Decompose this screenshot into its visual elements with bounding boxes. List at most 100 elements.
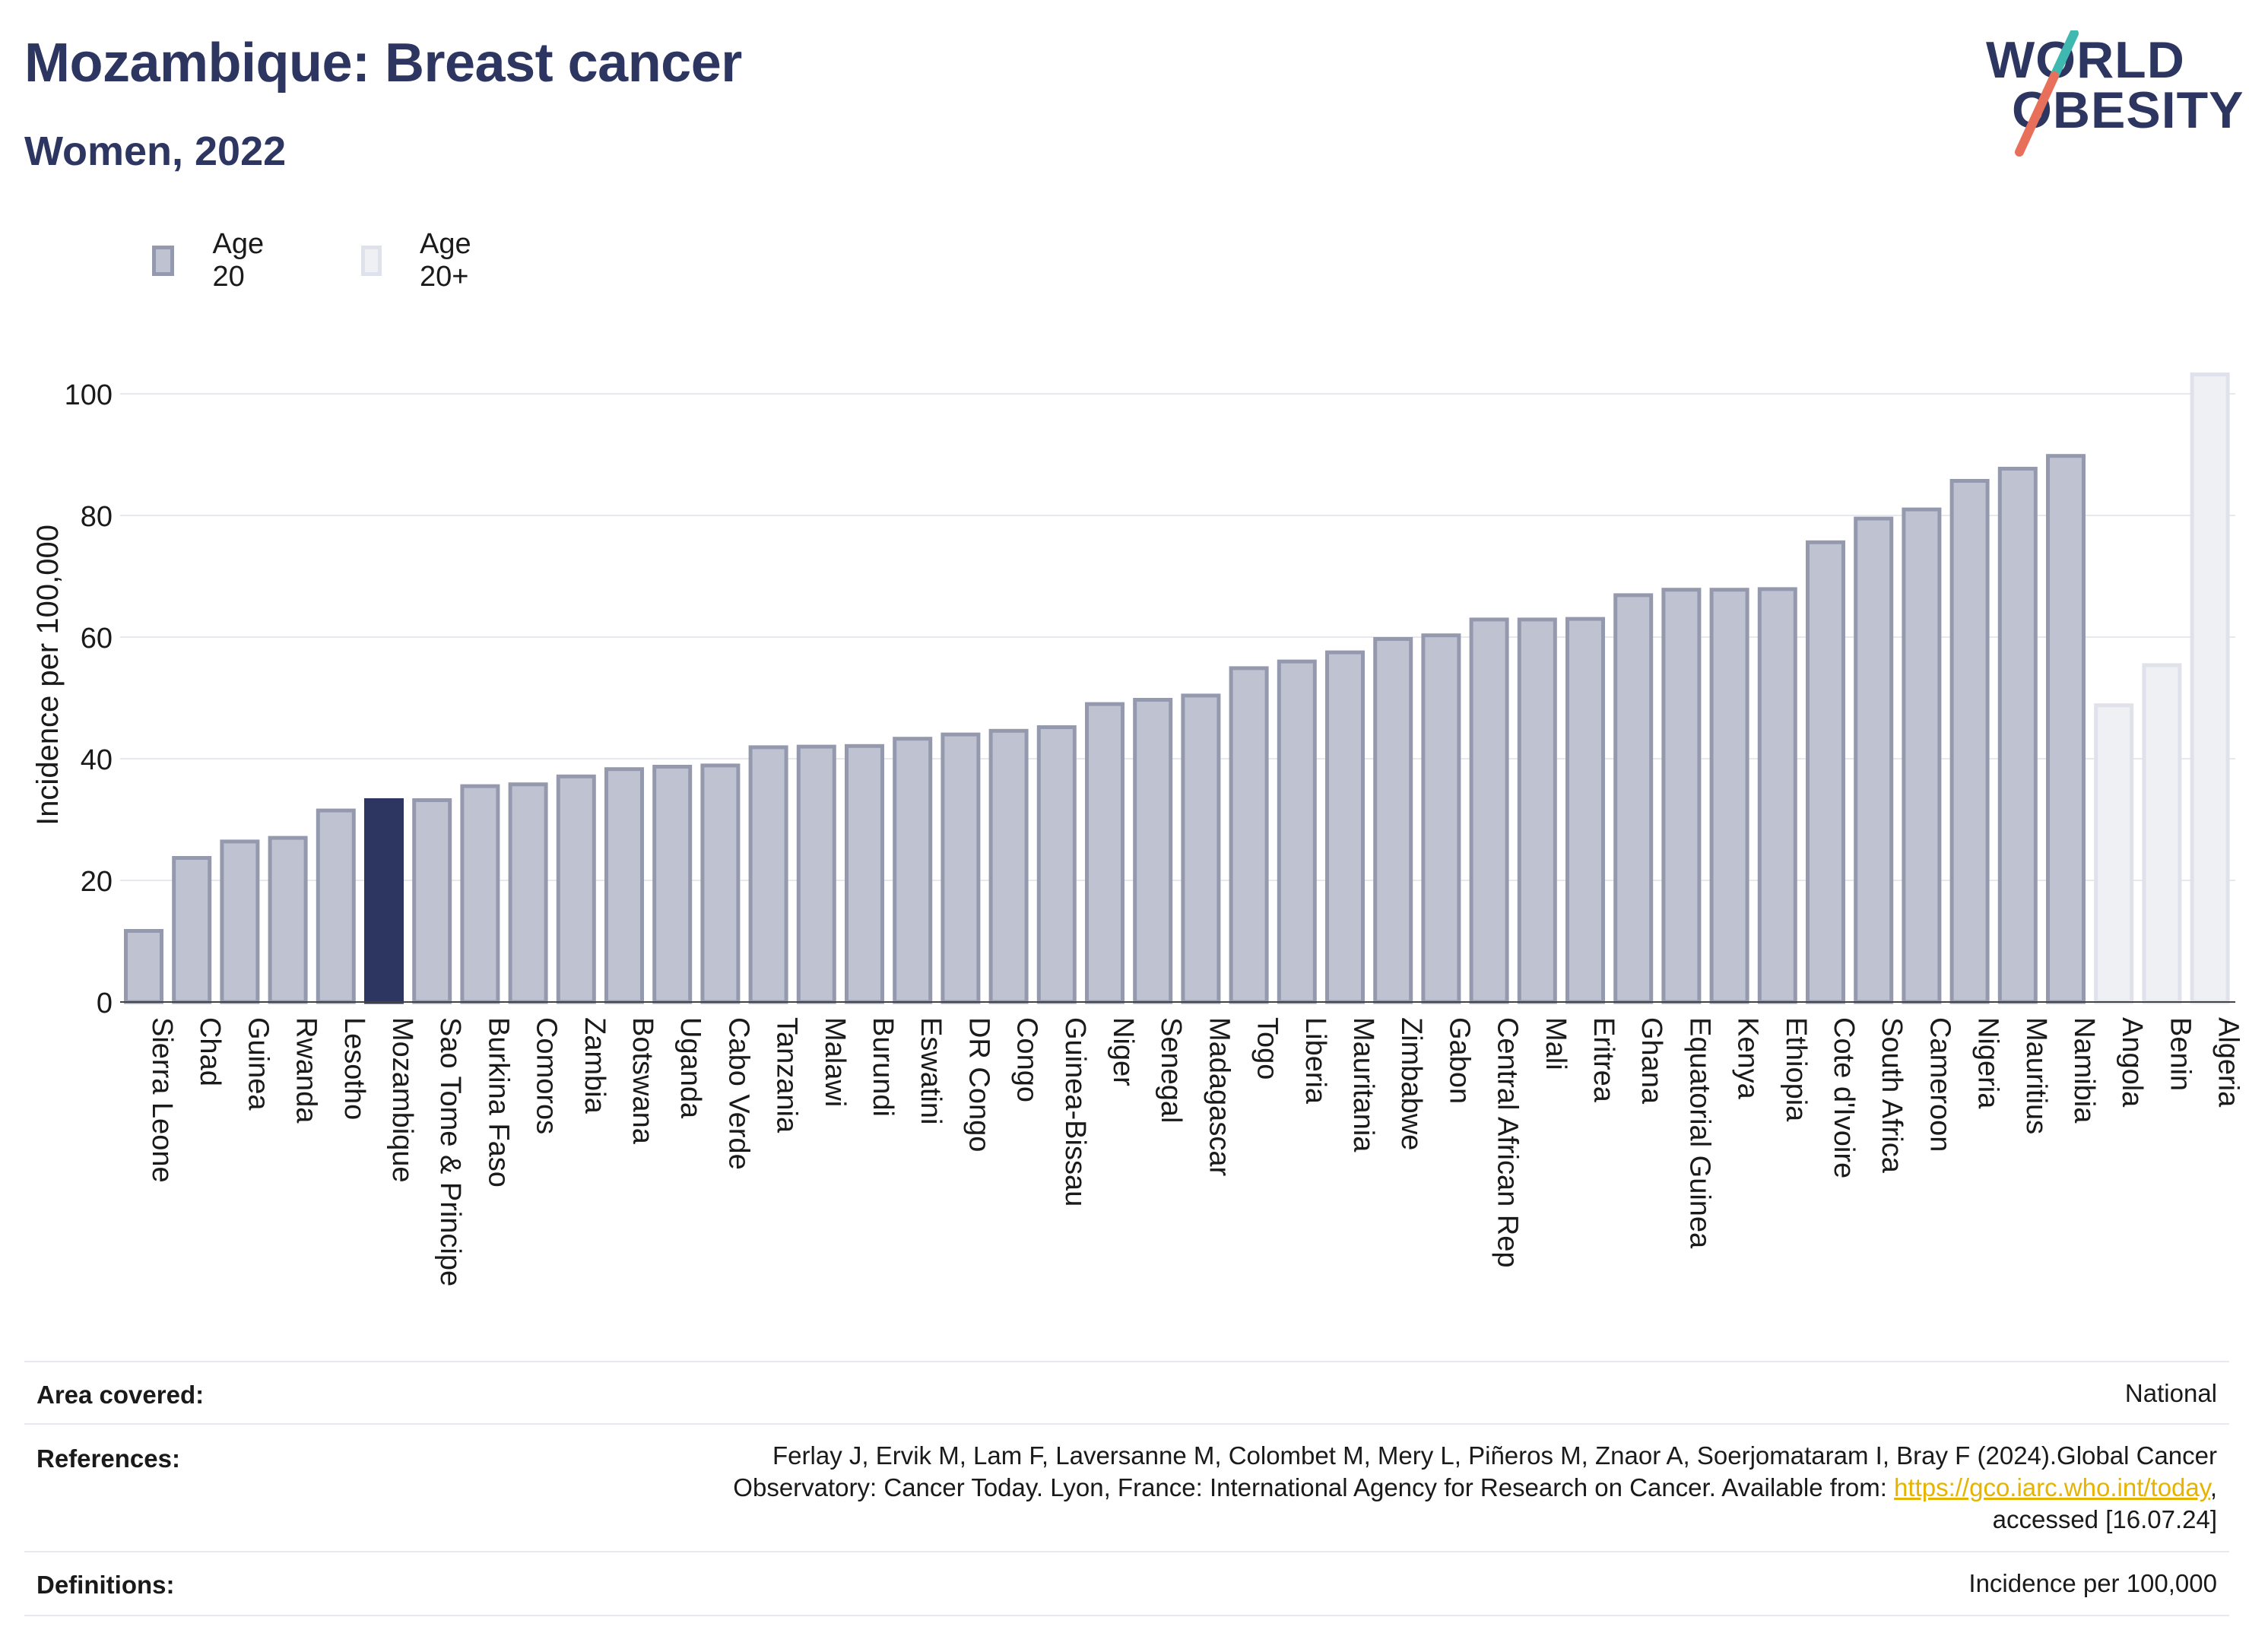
- bar-uganda: [652, 765, 693, 1004]
- bar-nigeria: [1949, 479, 1990, 1004]
- y-tick-label-40: 40: [81, 744, 113, 776]
- x-tick-label-togo: Togo: [1251, 1017, 1283, 1080]
- x-tick-label-madagascar: Madagascar: [1203, 1017, 1235, 1176]
- bar-senegal: [1133, 698, 1173, 1004]
- x-tick-label-gabon: Gabon: [1443, 1017, 1475, 1104]
- logo-slash-icon: [2015, 30, 2079, 157]
- bar-dr-congo: [941, 732, 981, 1004]
- info-key-references: References:: [36, 1444, 180, 1473]
- x-tick-label-tanzania: Tanzania: [771, 1017, 803, 1134]
- bar-cote-d-ivoire: [1806, 540, 1845, 1004]
- bar-cameroon: [1902, 507, 1942, 1004]
- reference-link[interactable]: https://gco.iarc.who.int/today: [1894, 1473, 2210, 1501]
- bar-tanzania: [748, 745, 788, 1004]
- x-tick-label-malawi: Malawi: [819, 1017, 851, 1107]
- bar-cabo-verde: [700, 763, 741, 1004]
- bar-namibia: [2046, 454, 2086, 1004]
- legend-label-age-20: Age 20: [212, 228, 265, 293]
- bar-botswana: [604, 767, 644, 1004]
- bar-comoros: [508, 782, 548, 1004]
- x-tick-label-benin: Benin: [2164, 1017, 2196, 1091]
- x-tick-label-mozambique: Mozambique: [386, 1017, 418, 1183]
- info-value-references: Ferlay J, Ervik M, Lam F, Laversanne M, …: [733, 1440, 2217, 1536]
- bar-mauritania: [1325, 650, 1365, 1004]
- info-value-area: National: [2124, 1379, 2217, 1407]
- chart-axes: 0 20 40 60 80 100 Sierra Leone Chad Guinea Rwanda…: [65, 379, 2244, 1286]
- x-tick-label-algeria: Algeria: [2213, 1017, 2244, 1108]
- info-row-definitions: Definitions: Incidence per 100,000: [24, 1551, 2229, 1616]
- bar-rwanda: [268, 836, 308, 1004]
- y-tick-label-80: 80: [81, 501, 113, 533]
- bar-niger: [1085, 702, 1124, 1004]
- x-tick-label-kenya: Kenya: [1732, 1017, 1764, 1100]
- bar-burkina-faso: [460, 784, 500, 1004]
- bar-south-africa: [1854, 516, 1894, 1004]
- x-tick-label-guinea: Guinea: [242, 1017, 274, 1111]
- x-tick-label-south-africa: South Africa: [1876, 1017, 1908, 1174]
- bar-sierra-leone: [124, 929, 163, 1004]
- bar-angola: [2094, 703, 2134, 1004]
- bar-congo: [988, 728, 1029, 1004]
- bar-mozambique: [364, 798, 404, 1004]
- x-tick-label-ethiopia: Ethiopia: [1780, 1017, 1812, 1122]
- bar-eswatini: [893, 737, 933, 1004]
- x-tick-label-senegal: Senegal: [1155, 1017, 1187, 1123]
- y-axis-label: Incidence per 100,000: [31, 525, 65, 826]
- x-tick-label-cote-d-ivoire: Cote d'Ivoire: [1828, 1017, 1860, 1178]
- bar-gabon: [1421, 633, 1461, 1004]
- x-tick-label-burundi: Burundi: [867, 1017, 899, 1117]
- x-tick-label-namibia: Namibia: [2068, 1017, 2100, 1124]
- bar-malawi: [796, 744, 836, 1004]
- legend-swatch-age-20-plus: [361, 246, 382, 276]
- world-obesity-logo: WORLD OBESITY: [1984, 30, 2244, 160]
- info-key-area: Area covered:: [36, 1381, 205, 1409]
- reference-line-2: Observatory: Cancer Today. Lyon, France:…: [733, 1472, 2217, 1504]
- bar-guinea-bissau: [1036, 725, 1077, 1004]
- reference-line-2-suffix: ,: [2209, 1473, 2217, 1501]
- bar-algeria: [2190, 373, 2230, 1004]
- bar-ghana: [1613, 593, 1654, 1004]
- legend-label-age-20-plus: Age 20+: [419, 228, 471, 293]
- x-tick-label-comoros: Comoros: [531, 1017, 563, 1134]
- x-tick-label-botswana: Botswana: [626, 1017, 658, 1145]
- bar-mali: [1517, 617, 1557, 1004]
- info-key-definitions: Definitions:: [36, 1571, 175, 1599]
- bar-mauritius: [1997, 467, 2038, 1004]
- legend-item-age-20-plus: Age 20+: [361, 228, 481, 293]
- bar-kenya: [1709, 588, 1749, 1004]
- x-tick-label-niger: Niger: [1107, 1017, 1139, 1086]
- x-tick-label-chad: Chad: [194, 1017, 226, 1086]
- x-tick-label-zambia: Zambia: [579, 1017, 611, 1115]
- x-tick-label-eritrea: Eritrea: [1588, 1017, 1619, 1103]
- x-tick-label-central-african-rep: Central African Rep: [1492, 1017, 1524, 1268]
- x-tick-label-cameroon: Cameroon: [1924, 1017, 1956, 1152]
- bar-chart: 0 20 40 60 80 100 Sierra Leone Chad Guinea Rwanda…: [31, 373, 2244, 1286]
- x-tick-label-mali: Mali: [1540, 1017, 1572, 1070]
- legend-swatch-age-20: [152, 246, 175, 276]
- bar-benin: [2142, 663, 2182, 1004]
- x-tick-label-sao-tome-principe: Sao Tome & Principe: [434, 1017, 466, 1286]
- info-row-references: References: Ferlay J, Ervik M, Lam F, La…: [24, 1423, 2229, 1552]
- x-tick-label-mauritania: Mauritania: [1347, 1017, 1379, 1153]
- x-tick-label-ghana: Ghana: [1635, 1017, 1667, 1105]
- bar-zambia: [556, 774, 596, 1004]
- legend-item-age-20: Age 20: [152, 228, 272, 293]
- info-value-definitions: Incidence per 100,000: [1968, 1569, 2217, 1597]
- y-tick-label-60: 60: [81, 623, 113, 655]
- reference-line-1: Ferlay J, Ervik M, Lam F, Laversanne M, …: [772, 1441, 2217, 1470]
- x-tick-label-liberia: Liberia: [1299, 1017, 1331, 1105]
- bar-ethiopia: [1757, 587, 1797, 1004]
- page-title: Mozambique: Breast cancer: [24, 33, 742, 94]
- x-tick-label-zimbabwe: Zimbabwe: [1395, 1017, 1427, 1150]
- bar-central-african-rep: [1469, 617, 1509, 1004]
- chart-bars: [124, 373, 2230, 1004]
- page-subtitle: Women, 2022: [24, 128, 287, 174]
- y-tick-label-0: 0: [97, 988, 113, 1019]
- x-tick-label-lesotho: Lesotho: [338, 1017, 370, 1120]
- bar-liberia: [1277, 659, 1317, 1004]
- x-tick-label-nigeria: Nigeria: [1972, 1017, 2004, 1109]
- x-tick-label-rwanda: Rwanda: [290, 1017, 322, 1124]
- bar-equatorial-guinea: [1661, 588, 1702, 1004]
- bar-chad: [172, 856, 212, 1004]
- x-tick-label-congo: Congo: [1011, 1017, 1043, 1102]
